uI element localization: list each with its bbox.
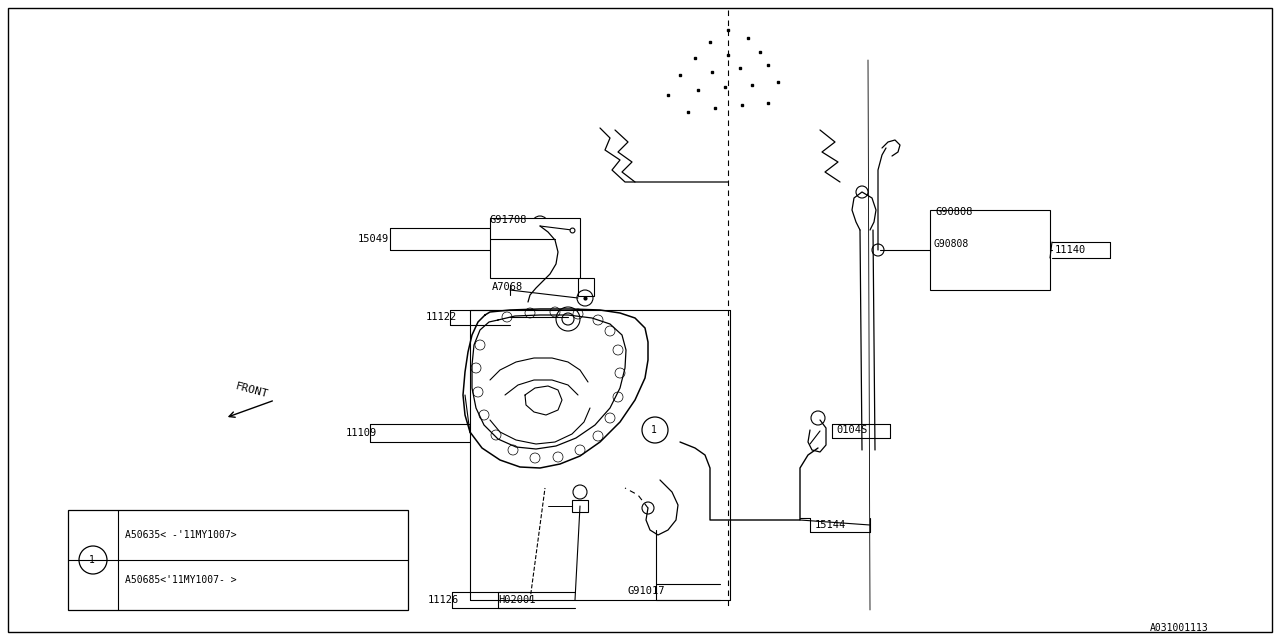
Text: 1: 1 [652,425,657,435]
Bar [931,210,1050,290]
Text: FRONT: FRONT [234,381,270,399]
Bar [68,510,408,610]
Text: G90808: G90808 [934,239,969,249]
Text: 11122: 11122 [426,312,457,322]
Text: A031001113: A031001113 [1149,623,1208,633]
Text: G91708: G91708 [490,215,527,225]
Bar [490,218,580,278]
Text: H02001: H02001 [498,595,535,605]
Text: 15049: 15049 [358,234,389,244]
Text: 1: 1 [90,555,95,565]
Text: A7068: A7068 [492,282,524,292]
Text: A50685<'11MY1007- >: A50685<'11MY1007- > [125,575,237,585]
Text: 11126: 11126 [428,595,460,605]
Text: 11140: 11140 [1055,245,1087,255]
Text: 11109: 11109 [346,428,378,438]
Text: A50635< -'11MY1007>: A50635< -'11MY1007> [125,530,237,540]
Text: G90808: G90808 [934,207,973,217]
Text: G91017: G91017 [628,586,666,596]
Bar [579,278,594,296]
Text: 15144: 15144 [815,520,846,530]
Text: 0104S: 0104S [836,425,868,435]
Bar [572,500,588,512]
